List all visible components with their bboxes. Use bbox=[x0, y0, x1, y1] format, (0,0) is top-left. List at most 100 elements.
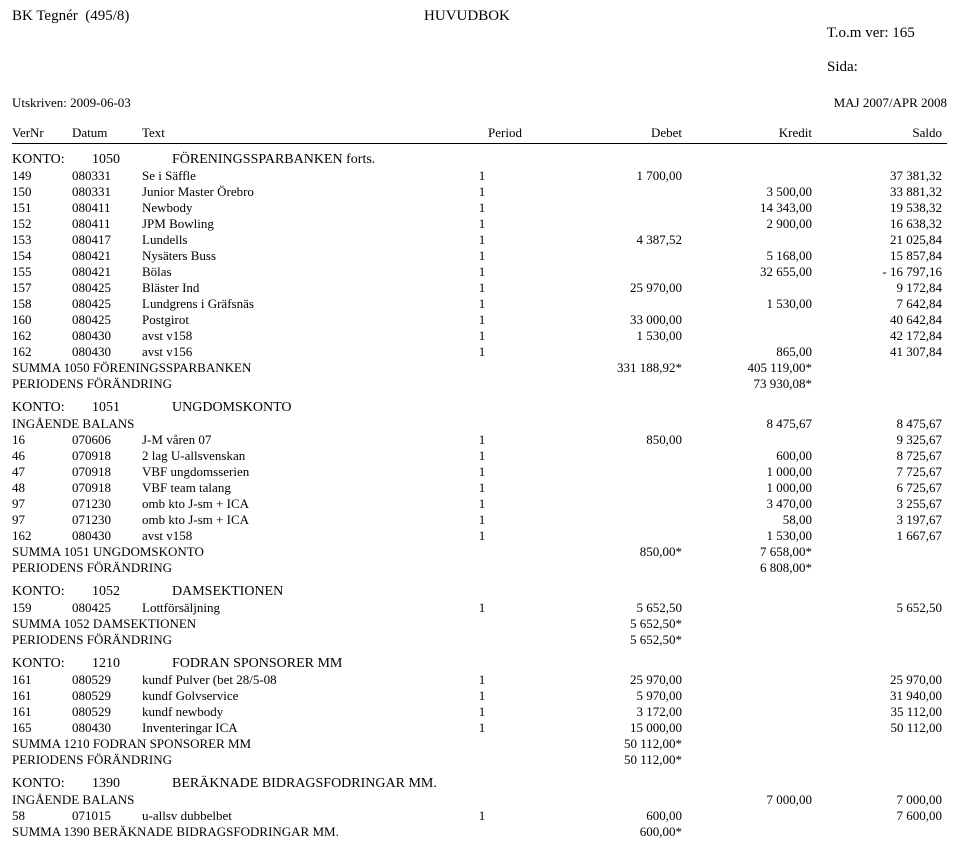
cell-debet: 15 000,00 bbox=[522, 720, 682, 736]
konto-row: KONTO:1390BERÄKNADE BIDRAGSFODRINGAR MM. bbox=[12, 776, 947, 792]
summa-kredit bbox=[682, 736, 812, 752]
cell-datum: 080421 bbox=[72, 248, 142, 264]
cell-datum: 080425 bbox=[72, 600, 142, 616]
cell-period: 1 bbox=[442, 248, 522, 264]
cell-vernr: 97 bbox=[12, 496, 72, 512]
cell-vernr: 157 bbox=[12, 280, 72, 296]
cell-kredit bbox=[682, 600, 812, 616]
cell-vernr: 158 bbox=[12, 296, 72, 312]
ingaende-row: INGÅENDE BALANS7 000,007 000,00 bbox=[12, 792, 947, 808]
cell-text: Lundgrens i Gräfsnäs bbox=[142, 296, 442, 312]
cell-text: Lundells bbox=[142, 232, 442, 248]
konto-name: FODRAN SPONSORER MM bbox=[172, 656, 947, 672]
period-label: PERIODENS FÖRÄNDRING bbox=[12, 752, 442, 768]
period-label: PERIODENS FÖRÄNDRING bbox=[12, 376, 442, 392]
cell-debet bbox=[522, 464, 682, 480]
header-left: BK Tegnér (495/8) bbox=[12, 8, 129, 93]
summa-kredit bbox=[682, 616, 812, 632]
cell-text: Junior Master Örebro bbox=[142, 184, 442, 200]
cell-period: 1 bbox=[442, 296, 522, 312]
ingaende-sal: 8 475,67 bbox=[812, 416, 942, 432]
cell-debet: 850,00 bbox=[522, 432, 682, 448]
ledger-row: 158080425Lundgrens i Gräfsnäs11 530,007 … bbox=[12, 296, 947, 312]
cell-saldo: 37 381,32 bbox=[812, 168, 942, 184]
cell-debet bbox=[522, 248, 682, 264]
cell-datum: 080430 bbox=[72, 720, 142, 736]
summa-debet: 5 652,50* bbox=[522, 616, 682, 632]
cell-datum: 070918 bbox=[72, 464, 142, 480]
cell-period: 1 bbox=[442, 264, 522, 280]
cell-kredit: 1 530,00 bbox=[682, 296, 812, 312]
cell-period: 1 bbox=[442, 432, 522, 448]
col-saldo: Saldo bbox=[812, 125, 942, 141]
cell-vernr: 162 bbox=[12, 328, 72, 344]
cell-kredit bbox=[682, 720, 812, 736]
cell-saldo: 9 172,84 bbox=[812, 280, 942, 296]
ledger-row: 97071230omb kto J-sm + ICA158,003 197,67 bbox=[12, 512, 947, 528]
konto-label: KONTO: bbox=[12, 584, 92, 600]
cell-saldo: 16 638,32 bbox=[812, 216, 942, 232]
cell-period: 1 bbox=[442, 344, 522, 360]
cell-debet bbox=[522, 528, 682, 544]
summa-label: SUMMA 1050 FÖRENINGSSPARBANKEN bbox=[12, 360, 442, 376]
ledger-row: 157080425Bläster Ind125 970,009 172,84 bbox=[12, 280, 947, 296]
konto-num: 1210 bbox=[92, 656, 172, 672]
cell-saldo: 3 197,67 bbox=[812, 512, 942, 528]
cell-vernr: 152 bbox=[12, 216, 72, 232]
ledger-row: 58071015u-allsv dubbelbet1600,007 600,00 bbox=[12, 808, 947, 824]
cell-datum: 071230 bbox=[72, 512, 142, 528]
ledger-row: 151080411Newbody114 343,0019 538,32 bbox=[12, 200, 947, 216]
header-row-2: Utskriven: 2009-06-03 MAJ 2007/APR 2008 bbox=[12, 95, 947, 111]
ledger-row: 162080430avst v15811 530,0042 172,84 bbox=[12, 328, 947, 344]
cell-vernr: 155 bbox=[12, 264, 72, 280]
konto-row: KONTO:1052DAMSEKTIONEN bbox=[12, 584, 947, 600]
konto-label: KONTO: bbox=[12, 776, 92, 792]
col-kredit: Kredit bbox=[682, 125, 812, 141]
summa-label: SUMMA 1052 DAMSEKTIONEN bbox=[12, 616, 442, 632]
cell-datum: 080529 bbox=[72, 688, 142, 704]
period-label: PERIODENS FÖRÄNDRING bbox=[12, 632, 442, 648]
period-label: PERIODENS FÖRÄNDRING bbox=[12, 560, 442, 576]
cell-saldo: 9 325,67 bbox=[812, 432, 942, 448]
cell-period: 1 bbox=[442, 672, 522, 688]
cell-saldo: 41 307,84 bbox=[812, 344, 942, 360]
cell-saldo: 3 255,67 bbox=[812, 496, 942, 512]
cell-kredit bbox=[682, 168, 812, 184]
cell-vernr: 149 bbox=[12, 168, 72, 184]
cell-datum: 080425 bbox=[72, 280, 142, 296]
cell-debet: 3 172,00 bbox=[522, 704, 682, 720]
cell-vernr: 153 bbox=[12, 232, 72, 248]
konto-row: KONTO:1210FODRAN SPONSORER MM bbox=[12, 656, 947, 672]
cell-vernr: 151 bbox=[12, 200, 72, 216]
cell-datum: 080417 bbox=[72, 232, 142, 248]
cell-debet: 25 970,00 bbox=[522, 280, 682, 296]
ingaende-kre: 8 475,67 bbox=[682, 416, 812, 432]
period-row: PERIODENS FÖRÄNDRING5 652,50* bbox=[12, 632, 947, 648]
cell-debet: 1 700,00 bbox=[522, 168, 682, 184]
summa-row: SUMMA 1210 FODRAN SPONSORER MM50 112,00* bbox=[12, 736, 947, 752]
ingaende-label: INGÅENDE BALANS bbox=[12, 416, 442, 432]
summa-kredit bbox=[682, 824, 812, 840]
cell-saldo: 7 642,84 bbox=[812, 296, 942, 312]
summa-label: SUMMA 1390 BERÄKNADE BIDRAGSFODRINGAR MM… bbox=[12, 824, 442, 840]
cell-text: Inventeringar ICA bbox=[142, 720, 442, 736]
cell-text: J-M våren 07 bbox=[142, 432, 442, 448]
cell-datum: 080430 bbox=[72, 528, 142, 544]
cell-vernr: 162 bbox=[12, 344, 72, 360]
cell-text: omb kto J-sm + ICA bbox=[142, 496, 442, 512]
cell-vernr: 16 bbox=[12, 432, 72, 448]
cell-period: 1 bbox=[442, 480, 522, 496]
summa-debet: 850,00* bbox=[522, 544, 682, 560]
cell-vernr: 48 bbox=[12, 480, 72, 496]
cell-kredit: 600,00 bbox=[682, 448, 812, 464]
cell-saldo: 19 538,32 bbox=[812, 200, 942, 216]
ledger-row: 153080417Lundells14 387,5221 025,84 bbox=[12, 232, 947, 248]
cell-period: 1 bbox=[442, 512, 522, 528]
cell-saldo: 35 112,00 bbox=[812, 704, 942, 720]
cell-datum: 080411 bbox=[72, 200, 142, 216]
cell-saldo: 42 172,84 bbox=[812, 328, 942, 344]
cell-debet bbox=[522, 200, 682, 216]
cell-vernr: 160 bbox=[12, 312, 72, 328]
cell-period: 1 bbox=[442, 168, 522, 184]
ledger-row: 155080421Bölas132 655,00- 16 797,16 bbox=[12, 264, 947, 280]
